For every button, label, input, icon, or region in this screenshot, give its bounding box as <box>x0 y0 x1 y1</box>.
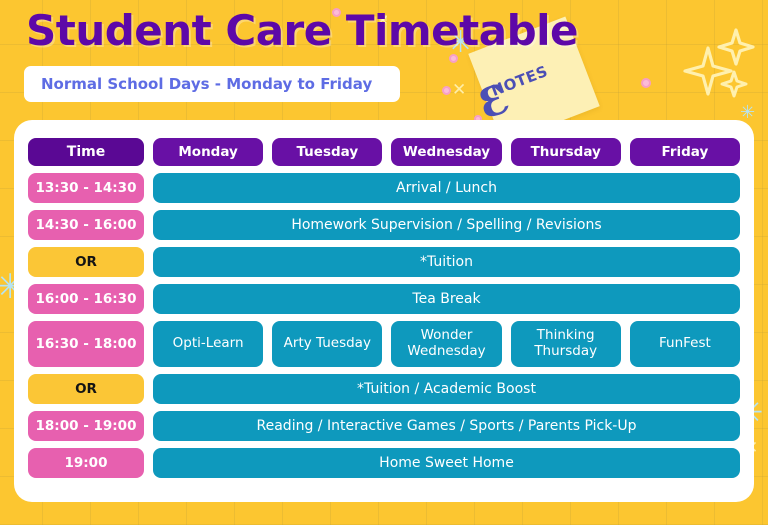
decor-cross-icon: ✕ <box>452 80 467 100</box>
time-label: 16:00 - 16:30 <box>28 284 144 314</box>
column-header-thursday: Thursday <box>510 138 621 166</box>
decor-dot <box>449 54 458 63</box>
activity-cell: Home Sweet Home <box>153 448 740 478</box>
column-header-time: Time <box>28 138 144 166</box>
or-label: OR <box>28 374 144 404</box>
activity-cell: Arrival / Lunch <box>153 173 740 203</box>
time-label: 13:30 - 14:30 <box>28 173 144 203</box>
activity-cell-friday: FunFest <box>629 321 741 367</box>
column-header-friday: Friday <box>629 138 741 166</box>
activity-cell: *Tuition / Academic Boost <box>153 374 740 404</box>
decor-sparkle-icon: ✳ <box>740 102 756 123</box>
activity-cell: *Tuition <box>153 247 740 277</box>
table-row: 13:30 - 14:30 Arrival / Lunch <box>28 173 740 203</box>
activity-cell: Homework Supervision / Spelling / Revisi… <box>153 210 740 240</box>
subtitle-banner: Normal School Days - Monday to Friday <box>24 66 400 102</box>
time-label: 14:30 - 16:00 <box>28 210 144 240</box>
subtitle-text: Normal School Days - Monday to Friday <box>41 75 373 93</box>
column-header-monday: Monday <box>153 138 264 166</box>
table-row: 19:00 Home Sweet Home <box>28 448 740 478</box>
timetable-card: Time Monday Tuesday Wednesday Thursday F… <box>14 120 754 502</box>
decor-dot <box>442 86 451 95</box>
table-row: 16:30 - 18:00 Opti-Learn Arty Tuesday Wo… <box>28 321 741 367</box>
time-label: 19:00 <box>28 448 144 478</box>
decor-dot <box>641 78 651 88</box>
table-row: 16:00 - 16:30 Tea Break <box>28 284 740 314</box>
column-header-wednesday: Wednesday <box>391 138 502 166</box>
activity-cell: Reading / Interactive Games / Sports / P… <box>153 411 740 441</box>
table-row: 14:30 - 16:00 Homework Supervision / Spe… <box>28 210 740 240</box>
table-header-row: Time Monday Tuesday Wednesday Thursday F… <box>28 138 741 166</box>
or-label: OR <box>28 247 144 277</box>
decor-star-cluster-icon <box>683 28 755 98</box>
page-title: Student Care Timetable <box>26 6 579 55</box>
activity-cell-thursday: Thinking Thursday <box>510 321 621 367</box>
activity-cell-monday: Opti-Learn <box>153 321 264 367</box>
table-row: OR *Tuition / Academic Boost <box>28 374 740 404</box>
time-label: 16:30 - 18:00 <box>28 321 144 367</box>
activity-cell: Tea Break <box>153 284 740 314</box>
activity-cell-wednesday: Wonder Wednesday <box>391 321 502 367</box>
time-label: 18:00 - 19:00 <box>28 411 144 441</box>
table-row: 18:00 - 19:00 Reading / Interactive Game… <box>28 411 740 441</box>
column-header-tuesday: Tuesday <box>272 138 383 166</box>
activity-cell-tuesday: Arty Tuesday <box>272 321 383 367</box>
table-row: OR *Tuition <box>28 247 740 277</box>
